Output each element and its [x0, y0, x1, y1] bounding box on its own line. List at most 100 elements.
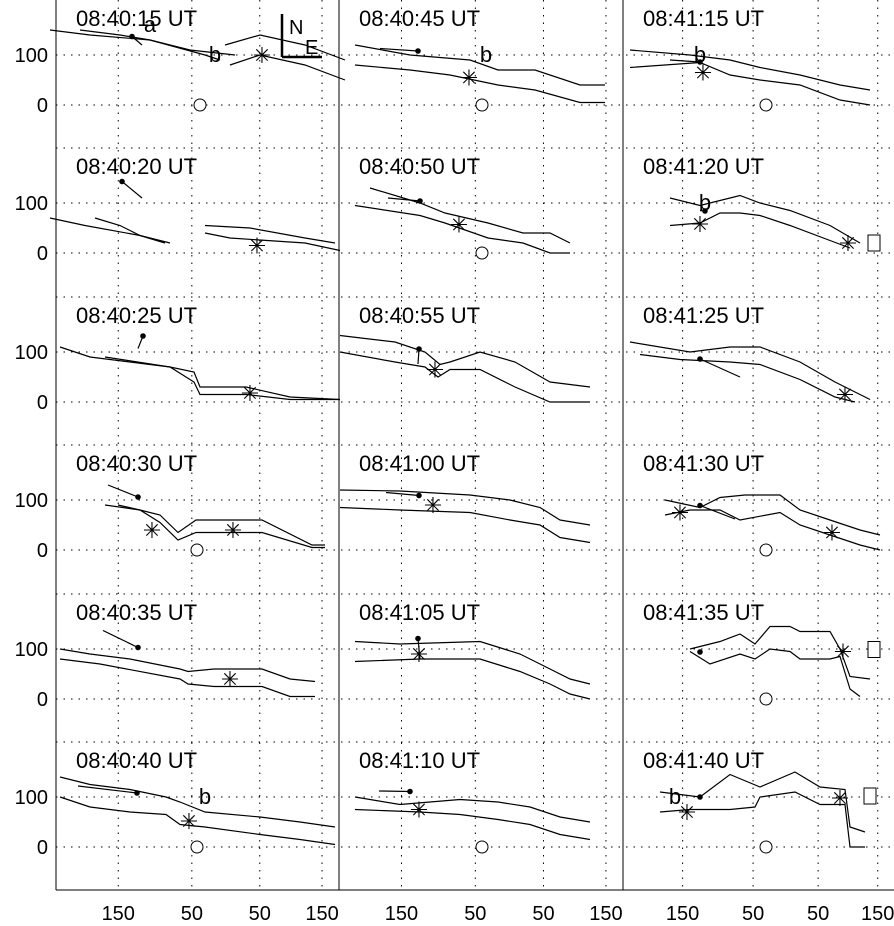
- x-tick-label: 150: [385, 903, 418, 925]
- x-tick-label: 150: [589, 903, 622, 925]
- front-lower-line: [669, 212, 851, 249]
- front-upper-line: [664, 494, 881, 536]
- ray-line: [121, 181, 143, 199]
- x-tick-label: 50: [742, 903, 764, 925]
- panel-title: 08:40:55 UT: [359, 303, 480, 328]
- circle-marker: [193, 98, 207, 112]
- y-tick-label: 100: [15, 787, 48, 809]
- circle-marker: [759, 692, 773, 706]
- front-lower-line: [354, 808, 591, 841]
- ray-point: [697, 649, 703, 655]
- front-lower-line: [49, 29, 221, 61]
- star-marker: ✳: [221, 667, 239, 692]
- ray-line: [379, 47, 419, 52]
- circle-marker: [475, 98, 489, 112]
- panel-title: 08:40:50 UT: [359, 154, 480, 179]
- front-upper-line: [354, 796, 591, 823]
- ray-point: [702, 208, 708, 214]
- circle-marker: [190, 840, 204, 854]
- star-marker: ✳: [253, 43, 271, 68]
- ray-point: [134, 790, 140, 796]
- star-marker: ✳: [694, 61, 712, 86]
- square-marker: [867, 641, 881, 658]
- star-marker: ✳: [691, 212, 709, 237]
- front-upper-line: [117, 504, 325, 546]
- front-upper-line: [94, 217, 171, 244]
- front-upper-line: [669, 194, 861, 244]
- compass-east-label: E: [305, 37, 318, 59]
- front-lower-line: [104, 504, 325, 549]
- star-marker: ✳: [143, 518, 161, 543]
- ray-line: [102, 629, 139, 649]
- y-tick-label: 0: [37, 540, 48, 562]
- annotation-label: b: [480, 42, 492, 67]
- star-marker: ✳: [410, 642, 428, 667]
- star-marker: ✳: [426, 358, 444, 383]
- circle-marker: [759, 543, 773, 557]
- annotation-label: b: [699, 190, 711, 215]
- front-upper-line: [659, 771, 866, 833]
- panel-title: 08:41:10 UT: [359, 748, 480, 773]
- panel-title: 08:41:35 UT: [643, 600, 764, 625]
- front-upper-line: [354, 640, 591, 685]
- front-lower-line: [354, 64, 605, 104]
- y-tick-label: 100: [15, 490, 48, 512]
- ray-point: [416, 492, 422, 499]
- star-marker: ✳: [248, 234, 266, 259]
- star-marker: ✳: [678, 800, 696, 825]
- ray-point: [140, 333, 146, 339]
- circle-marker: [475, 840, 489, 854]
- front-upper-line: [629, 341, 871, 401]
- star-marker: ✳: [424, 493, 442, 518]
- ray-line: [385, 491, 420, 497]
- ray-line: [699, 504, 736, 520]
- x-tick-label: 150: [102, 903, 135, 925]
- front-lower-line: [59, 658, 315, 698]
- ray-line: [387, 197, 421, 202]
- panel-title: 08:40:20 UT: [76, 154, 197, 179]
- front-lower-line: [354, 204, 570, 254]
- annotation-label: b: [199, 784, 211, 809]
- ray-line: [699, 358, 741, 378]
- circle-marker: [475, 246, 489, 260]
- ray-point: [129, 33, 135, 40]
- compass-north-label: N: [289, 17, 303, 39]
- circle-marker: [190, 543, 204, 557]
- star-marker: ✳: [450, 213, 468, 238]
- star-marker: ✳: [839, 231, 857, 256]
- ray-point: [697, 356, 703, 362]
- front-lower-line: [689, 648, 861, 697]
- square-marker: [863, 787, 877, 805]
- front-upper-line: [689, 625, 871, 680]
- front-lower-line: [639, 353, 856, 403]
- x-tick-label: 50: [532, 903, 554, 925]
- ray-point: [135, 494, 141, 500]
- front-lower-line: [664, 509, 881, 551]
- x-tick-label: 50: [249, 903, 271, 925]
- y-tick-label: 100: [15, 193, 48, 215]
- front-upper-line: [369, 187, 571, 244]
- ray-point: [416, 346, 422, 352]
- panel-title: 08:41:05 UT: [359, 600, 480, 625]
- front-lower-line: [659, 791, 865, 848]
- ray-line: [669, 59, 701, 63]
- x-tick-label: 150: [666, 903, 699, 925]
- panel-title: 08:40:35 UT: [76, 600, 197, 625]
- ray-point: [119, 178, 125, 185]
- y-tick-label: 100: [15, 639, 48, 661]
- star-marker: ✳: [831, 786, 849, 811]
- front-upper-line: [204, 224, 336, 244]
- front-upper-line: [629, 49, 871, 91]
- ray-point: [697, 502, 703, 509]
- x-tick-label: 50: [807, 903, 829, 925]
- y-tick-label: 100: [15, 342, 48, 364]
- ray-point: [415, 635, 421, 642]
- star-marker: ✳: [410, 798, 428, 823]
- front-lower-line: [59, 796, 336, 846]
- circle-marker: [759, 840, 773, 854]
- ray-line: [417, 638, 421, 660]
- x-tick-label: 150: [861, 903, 894, 925]
- star-marker: ✳: [836, 383, 854, 408]
- y-tick-label: 100: [15, 45, 48, 67]
